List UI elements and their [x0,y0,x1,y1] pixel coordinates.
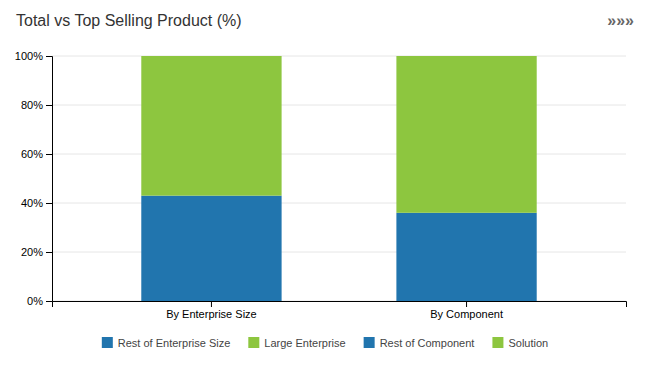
y-tick-label: 0% [27,295,43,307]
bar [141,196,281,301]
y-tick-mark [46,252,52,253]
grid-line [52,154,626,155]
y-tick: 80% [21,99,52,111]
legend-label: Solution [508,337,548,349]
legend-swatch [248,337,259,348]
x-axis: By Enterprise Size By Component [53,301,627,320]
y-tick-label: 60% [21,148,43,160]
y-tick: 20% [21,246,52,258]
x-tick-mark [211,301,212,307]
bar [396,56,536,213]
x-tick: By Enterprise Size [166,301,256,320]
y-tick-label: 40% [21,197,43,209]
legend-swatch [102,337,113,348]
x-tick: By Component [430,301,503,320]
y-axis-line [46,57,53,302]
legend-item: Rest of Component [364,337,475,349]
legend-item: Solution [492,337,548,349]
grid-line [52,56,626,57]
legend: Rest of Enterprise Size Large Enterprise R… [102,337,548,349]
x-tick-label: By Enterprise Size [166,308,256,320]
y-tick: 40% [21,197,52,209]
y-axis: 0% 20% 40% 60% 80% 100% [15,50,53,307]
y-tick-label: 20% [21,246,43,258]
y-tick-mark [46,301,52,302]
y-tick-mark [46,56,52,57]
x-axis-line [53,302,627,308]
y-tick: 0% [27,295,52,307]
legend-swatch [364,337,375,348]
y-tick: 100% [15,50,52,62]
grid [52,56,626,301]
title: Total vs Top Selling Product (%) [16,12,242,29]
grid-line [52,105,626,106]
y-tick-label: 100% [15,50,43,62]
legend-label: Rest of Enterprise Size [118,337,231,349]
chart: Total vs Top Selling Product (%) »»» 0% 20%… [0,0,650,365]
y-tick: 60% [21,148,52,160]
grid-line [52,252,626,253]
bar [396,213,536,301]
legend-label: Rest of Component [380,337,475,349]
legend-item: Large Enterprise [248,337,345,349]
x-tick-label: By Component [430,308,503,320]
bar [141,56,281,196]
y-tick-label: 80% [21,99,43,111]
bars [141,56,536,301]
x-tick-mark [466,301,467,307]
grid-line [52,203,626,204]
legend-label: Large Enterprise [264,337,345,349]
legend-swatch [492,337,503,348]
annotation: »»» [607,12,634,29]
y-tick-mark [46,203,52,204]
legend-item: Rest of Enterprise Size [102,337,231,349]
y-tick-mark [46,154,52,155]
y-tick-mark [46,105,52,106]
